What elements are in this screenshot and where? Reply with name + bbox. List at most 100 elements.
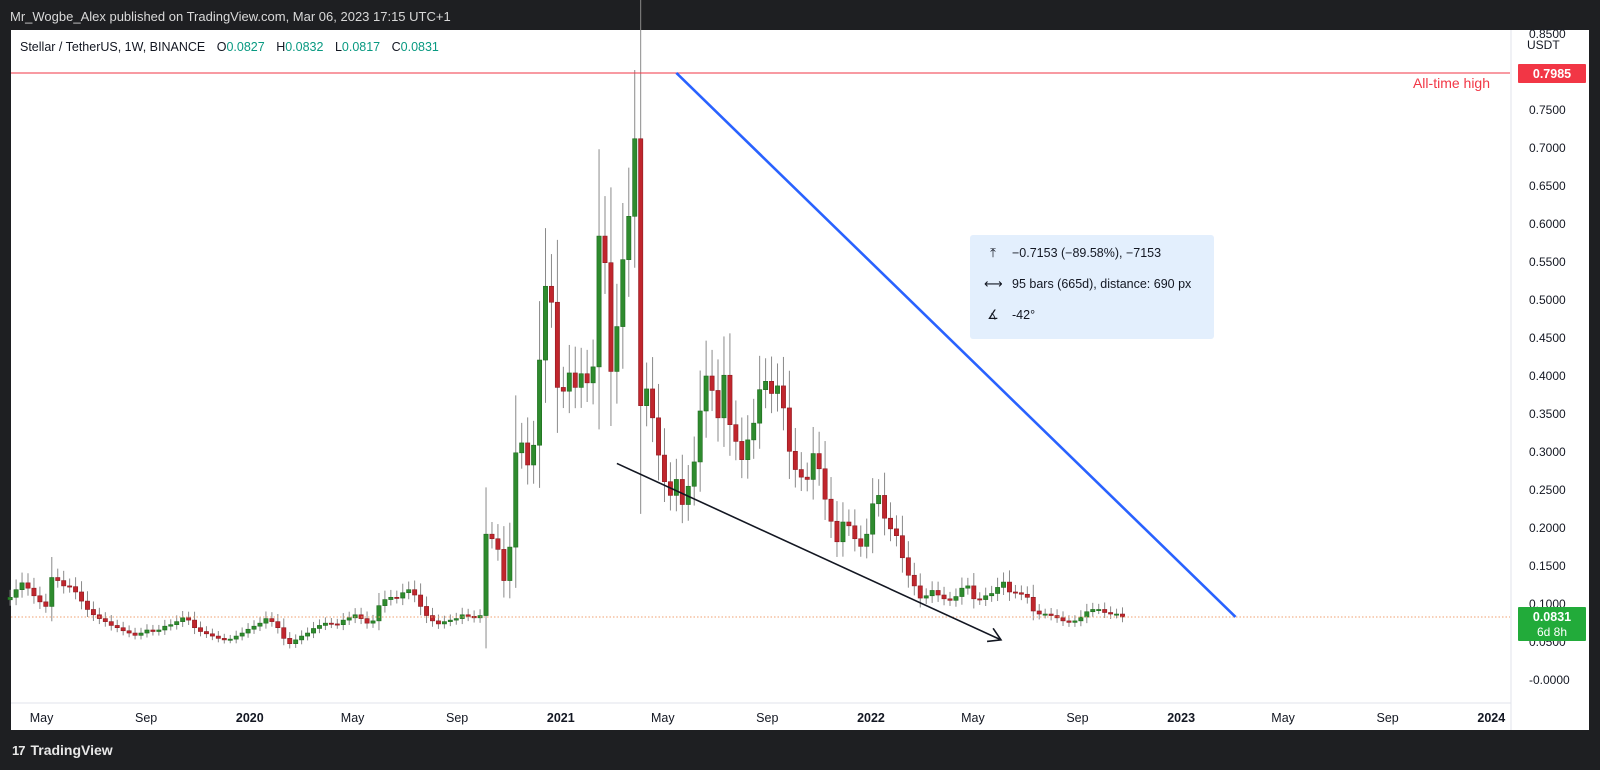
candle bbox=[281, 627, 287, 639]
price-tick-label: 0.2000 bbox=[1529, 521, 1566, 535]
price-tick-label: 0.6500 bbox=[1529, 179, 1566, 193]
candle bbox=[995, 587, 1001, 594]
candle bbox=[739, 441, 745, 460]
candle bbox=[400, 592, 406, 599]
candle bbox=[13, 589, 19, 598]
candle bbox=[775, 385, 780, 394]
candle bbox=[911, 574, 917, 587]
candle bbox=[90, 609, 96, 616]
angle-icon: ∡ bbox=[987, 307, 999, 322]
candle bbox=[763, 381, 769, 390]
candle bbox=[1108, 612, 1114, 615]
open-value: 0.0827 bbox=[226, 40, 265, 54]
price-tick-label: -0.0000 bbox=[1529, 673, 1570, 687]
candle bbox=[346, 617, 352, 621]
candle bbox=[1007, 581, 1012, 593]
candle bbox=[239, 632, 245, 637]
candle bbox=[888, 517, 893, 530]
candle bbox=[846, 521, 852, 527]
candle bbox=[120, 627, 126, 632]
downtrend-line[interactable] bbox=[675, 72, 1237, 618]
ath-price-badge bbox=[1518, 63, 1586, 83]
candle bbox=[31, 587, 37, 597]
candle bbox=[798, 469, 804, 478]
candle bbox=[935, 590, 941, 596]
candle bbox=[947, 598, 953, 601]
ath-annotation[interactable]: All-time high bbox=[1412, 75, 1490, 91]
candle bbox=[299, 635, 305, 641]
candle bbox=[215, 635, 221, 639]
candle bbox=[560, 387, 566, 392]
time-tick-label: May bbox=[341, 711, 365, 725]
candle bbox=[186, 617, 192, 621]
measure-price-text: −0.7153 (−89.58%), −7153 bbox=[1012, 246, 1162, 260]
candle bbox=[745, 439, 751, 460]
candle bbox=[430, 615, 435, 622]
candle bbox=[733, 424, 739, 442]
candle bbox=[495, 538, 501, 550]
candle bbox=[382, 599, 388, 606]
candle bbox=[287, 638, 293, 644]
candle bbox=[596, 235, 602, 368]
candle bbox=[727, 374, 733, 425]
candle bbox=[792, 450, 798, 470]
arrow-line[interactable] bbox=[616, 462, 1002, 641]
candle bbox=[769, 381, 774, 394]
open-label: O bbox=[216, 40, 227, 54]
time-tick-label: May bbox=[651, 711, 675, 725]
candle bbox=[340, 619, 346, 625]
time-tick-label: Sep bbox=[756, 711, 778, 725]
candle bbox=[162, 625, 168, 631]
candle bbox=[983, 595, 989, 600]
tradingview-branding[interactable]: 17 TradingView bbox=[12, 742, 113, 758]
candle bbox=[614, 326, 620, 372]
candle bbox=[447, 619, 453, 622]
time-tick-label: 2022 bbox=[857, 711, 885, 725]
candle bbox=[85, 600, 90, 610]
tradingview-logo-icon: 17 bbox=[12, 742, 26, 758]
candle bbox=[1042, 613, 1048, 616]
candle bbox=[953, 596, 959, 601]
candle bbox=[55, 577, 61, 581]
candle bbox=[370, 620, 376, 624]
time-tick-label: Sep bbox=[1066, 711, 1088, 725]
candle bbox=[757, 389, 763, 424]
candle bbox=[662, 454, 667, 483]
candle bbox=[144, 629, 150, 634]
candle bbox=[513, 452, 519, 548]
candle bbox=[804, 476, 810, 480]
candle bbox=[1096, 609, 1102, 611]
candle bbox=[620, 259, 626, 327]
candle bbox=[406, 589, 412, 594]
candle bbox=[263, 618, 269, 624]
measure-tooltip[interactable]: ⤒ −0.7153 (−89.58%), −7153 ⟷ 95 bars (66… bbox=[970, 235, 1214, 339]
candle bbox=[49, 577, 55, 607]
candle bbox=[638, 138, 644, 406]
candle bbox=[73, 586, 79, 593]
candle bbox=[554, 301, 560, 388]
candle bbox=[305, 632, 311, 637]
high-value: 0.0832 bbox=[285, 40, 324, 54]
candle bbox=[810, 453, 816, 480]
candle bbox=[590, 366, 596, 384]
time-tick-label: May bbox=[30, 711, 54, 725]
candle bbox=[43, 601, 49, 607]
candle bbox=[435, 620, 441, 625]
currency-label: USDT bbox=[1527, 38, 1560, 52]
candle bbox=[352, 614, 358, 619]
chart-frame[interactable] bbox=[11, 30, 1589, 730]
candle bbox=[204, 631, 209, 635]
candle bbox=[537, 359, 543, 446]
price-tick-label: 0.6000 bbox=[1529, 217, 1566, 231]
candle bbox=[1102, 609, 1108, 613]
candle bbox=[519, 442, 525, 454]
symbol-legend: Stellar / TetherUS, 1W, BINANCE O0.0827 … bbox=[20, 40, 439, 54]
candle bbox=[549, 285, 554, 303]
candle bbox=[61, 580, 67, 587]
time-tick-label: 2024 bbox=[1477, 711, 1505, 725]
candle bbox=[138, 632, 144, 636]
candle bbox=[781, 385, 786, 409]
price-tick-label: 0.1500 bbox=[1529, 559, 1566, 573]
price-tick-label: 0.4500 bbox=[1529, 331, 1566, 345]
